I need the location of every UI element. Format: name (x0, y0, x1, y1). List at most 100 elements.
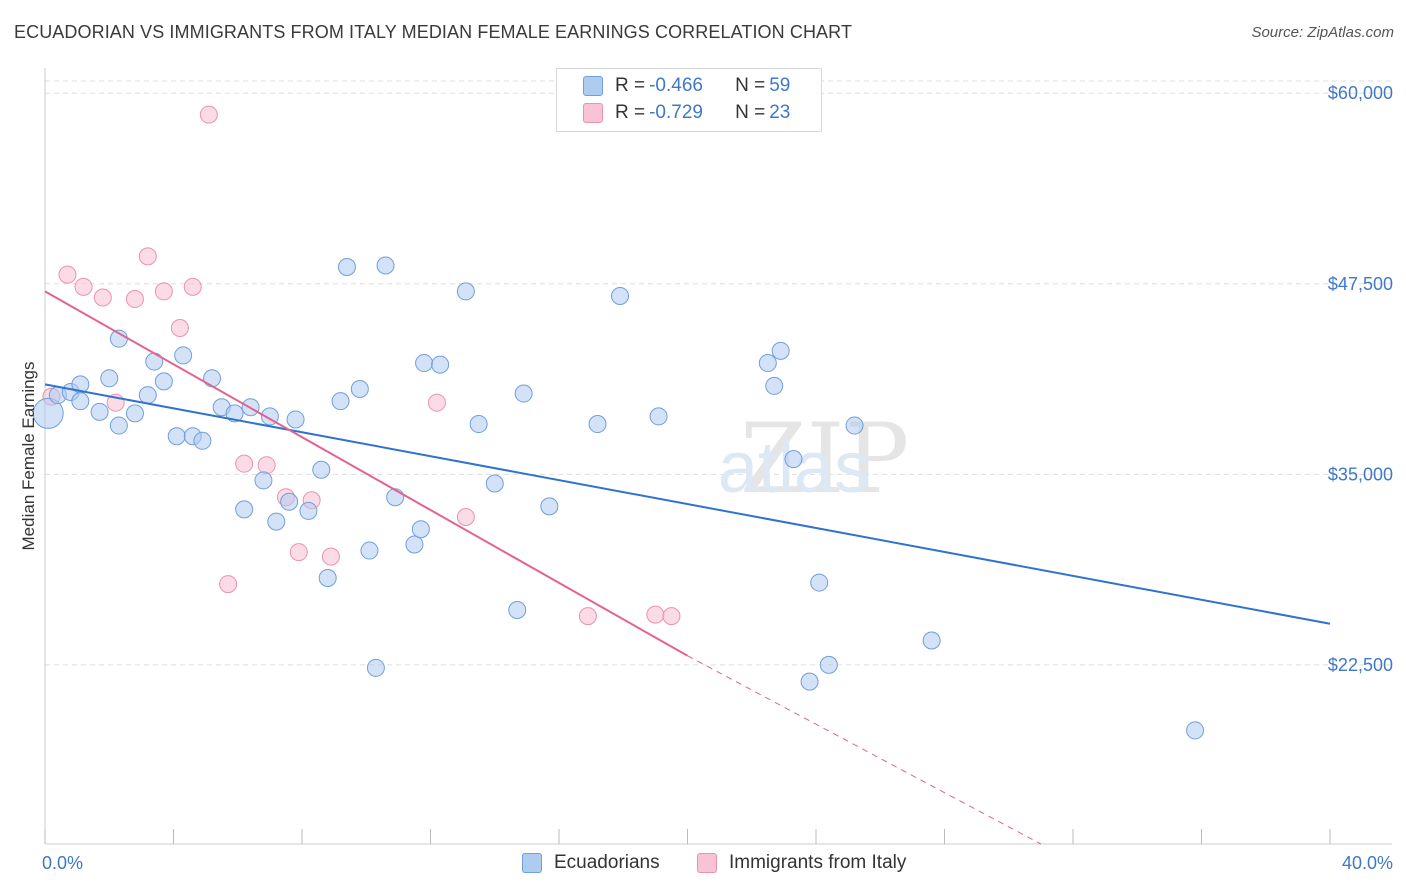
point-ecuadorians (138, 386, 157, 405)
point-ecuadorians (922, 631, 941, 650)
point-italy (427, 393, 446, 412)
point-ecuadorians (800, 672, 819, 691)
point-ecuadorians (193, 431, 212, 450)
point-italy (235, 454, 254, 473)
point-ecuadorians (765, 376, 784, 395)
point-ecuadorians (125, 404, 144, 423)
point-italy (58, 265, 77, 284)
point-italy (662, 607, 681, 626)
stats-r-value: -0.729 (649, 102, 703, 123)
point-italy (154, 282, 173, 301)
point-ecuadorians (254, 471, 273, 490)
point-ecuadorians (32, 397, 64, 429)
stats-n-value: 59 (769, 75, 791, 96)
point-ecuadorians (810, 573, 829, 592)
point-ecuadorians (299, 501, 318, 520)
y-tick-label: $60,000 (1328, 83, 1393, 103)
point-ecuadorians (71, 392, 90, 411)
point-italy (578, 607, 597, 626)
grid-lines (45, 80, 1392, 666)
y-tick-label: $22,500 (1328, 655, 1393, 675)
point-italy (219, 575, 238, 594)
point-ecuadorians (758, 354, 777, 373)
point-italy (170, 318, 189, 337)
point-ecuadorians (167, 427, 186, 446)
trend-lines (44, 290, 1331, 845)
point-ecuadorians (540, 497, 559, 516)
legend-item-italy[interactable]: Immigrants from Italy (697, 852, 906, 874)
point-ecuadorians (588, 415, 607, 434)
point-ecuadorians (784, 450, 803, 469)
point-ecuadorians (267, 512, 286, 531)
point-ecuadorians (90, 402, 109, 421)
point-italy (646, 605, 665, 624)
blue-swatch (583, 76, 603, 96)
point-ecuadorians (350, 379, 369, 398)
pink-swatch (697, 853, 717, 873)
point-ecuadorians (415, 354, 434, 373)
point-italy (138, 247, 157, 266)
point-ecuadorians (386, 488, 405, 507)
point-italy (257, 456, 276, 475)
trend-line-italy (44, 290, 688, 657)
point-ecuadorians (225, 404, 244, 423)
point-ecuadorians (100, 369, 119, 388)
stats-legend: R = -0.466 N = 59 R = -0.729 N = 23 (556, 68, 822, 132)
stats-row-ecuadorians: R = -0.466 N = 59 (583, 73, 790, 99)
point-italy (125, 290, 144, 309)
y-tick-label: $47,500 (1328, 274, 1393, 294)
chart-title: ECUADORIAN VS IMMIGRANTS FROM ITALY MEDI… (14, 22, 853, 42)
pink-swatch (583, 103, 603, 123)
point-ecuadorians (154, 372, 173, 391)
trend-line-italy (687, 655, 1042, 845)
point-ecuadorians (514, 384, 533, 403)
watermark-zip: ZIP (740, 403, 909, 515)
point-ecuadorians (376, 256, 395, 275)
point-italy (456, 508, 475, 527)
series-legend: Ecuadorians Immigrants from Italy (0, 852, 1406, 878)
point-ecuadorians (411, 520, 430, 539)
stats-r-value: -0.466 (649, 75, 703, 96)
point-ecuadorians (286, 410, 305, 429)
legend-item-ecuadorians[interactable]: Ecuadorians (522, 852, 660, 874)
stats-n-value: 23 (769, 102, 791, 123)
point-ecuadorians (1186, 721, 1205, 740)
point-ecuadorians (649, 407, 668, 426)
point-ecuadorians (337, 258, 356, 277)
legend-label: Ecuadorians (554, 852, 660, 873)
point-ecuadorians (312, 460, 331, 479)
legend-label: Immigrants from Italy (729, 852, 907, 873)
x-tick-label: 40.0% (1342, 853, 1393, 873)
point-ecuadorians (431, 355, 450, 374)
point-ecuadorians (611, 286, 630, 305)
y-axis-title: Median Female Earnings (19, 362, 38, 551)
point-ecuadorians (366, 658, 385, 677)
axis-labels: $22,500 $35,000 $47,500 $60,000 0.0% 40.0% Med… (19, 83, 1393, 873)
point-ecuadorians (203, 369, 222, 388)
point-ecuadorians (845, 416, 864, 435)
stats-n-label: N = (735, 75, 766, 96)
point-italy (321, 547, 340, 566)
y-tick-label: $35,000 (1328, 464, 1393, 484)
point-ecuadorians (469, 415, 488, 434)
blue-swatch (522, 853, 542, 873)
point-ecuadorians (318, 568, 337, 587)
stats-r-label: R = (615, 102, 646, 123)
point-italy (74, 277, 93, 296)
stats-n-label: N = (735, 102, 766, 123)
series-ecuadorians-points (32, 256, 1205, 740)
point-ecuadorians (819, 655, 838, 674)
point-ecuadorians (331, 392, 350, 411)
point-ecuadorians (360, 541, 379, 560)
point-italy (289, 543, 308, 562)
point-ecuadorians (456, 282, 475, 301)
point-ecuadorians (280, 492, 299, 511)
stats-r-label: R = (615, 75, 646, 96)
point-ecuadorians (109, 416, 128, 435)
trend-line-ecuadorians (44, 383, 1331, 625)
series-italy-points (42, 105, 681, 626)
axes (44, 68, 1392, 845)
x-tick-label: 0.0% (42, 853, 83, 873)
point-italy (199, 105, 218, 124)
